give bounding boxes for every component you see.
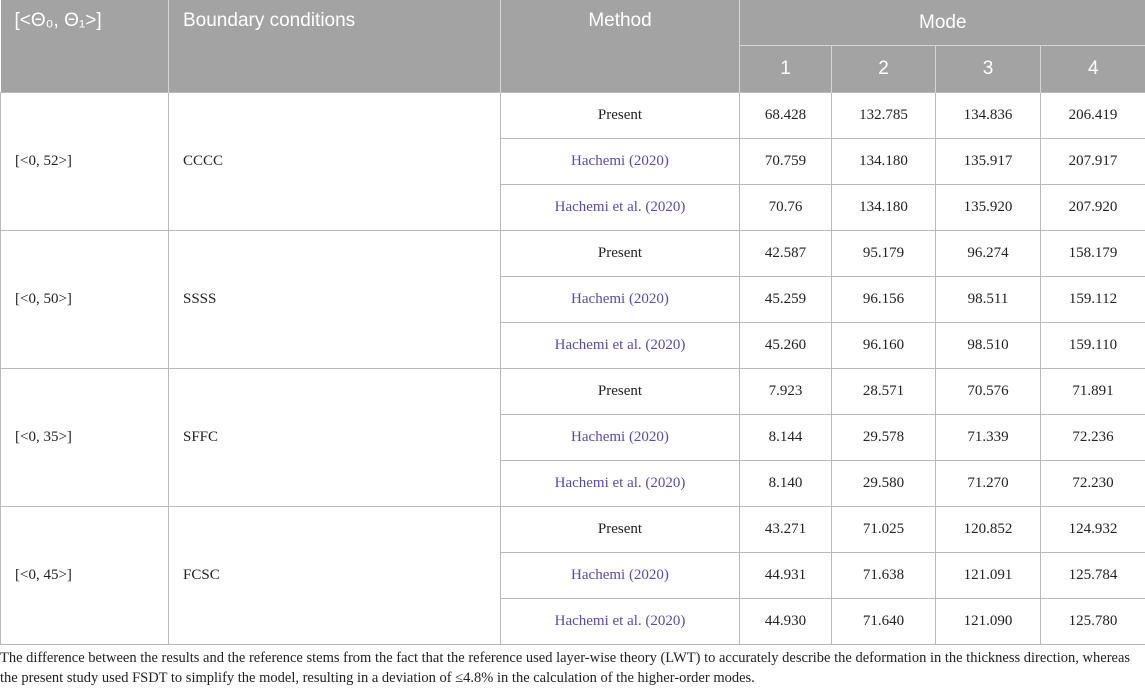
mode-3-value: 135.917 <box>935 138 1041 185</box>
mode-1-value: 44.930 <box>739 598 832 645</box>
boundary-condition-cell: CCCC <box>168 92 501 231</box>
reference-link[interactable]: Hachemi (2020) <box>500 276 740 323</box>
mode-3-value: 70.576 <box>935 368 1041 415</box>
table-row: [<0, 50>] SSSS Present 42.587 95.179 96.274 15… <box>0 230 1145 369</box>
table-row: Hachemi et al. (2020) 45.260 96.160 98.510 1… <box>1 322 1145 369</box>
method-cell: Present <box>500 92 740 139</box>
mode-4-value: 71.891 <box>1039 368 1145 415</box>
reference-link[interactable]: Hachemi (2020) <box>500 552 740 599</box>
mode-3-value: 71.339 <box>935 414 1041 461</box>
mode-3-value: 120.852 <box>935 506 1041 553</box>
table-row: Hachemi et al. (2020) 44.930 71.640 121.090… <box>1 598 1145 645</box>
mode-2-value: 132.785 <box>831 92 936 139</box>
table-header: [<Θ₀, Θ₁>] Boundary conditions Method Mo… <box>0 0 1145 93</box>
table-row: Hachemi et al. (2020) 8.140 29.580 71.270 72… <box>1 460 1145 507</box>
mode-3-value: 71.270 <box>935 460 1041 507</box>
mode-1-value: 43.271 <box>739 506 832 553</box>
mode-2-header: 2 <box>831 45 936 93</box>
reference-link[interactable]: Hachemi (2020) <box>500 414 740 461</box>
mode-3-header: 3 <box>935 45 1041 93</box>
mode-2-value: 29.580 <box>831 460 936 507</box>
mode-3-value: 121.090 <box>935 598 1041 645</box>
mode-header: Mode <box>739 0 1145 46</box>
mode-2-value: 29.578 <box>831 414 936 461</box>
table-row: Hachemi (2020) 70.759 134.180 135.917 207.91… <box>1 138 1145 185</box>
mode-4-value: 159.110 <box>1039 322 1145 369</box>
table-row: Hachemi (2020) 45.259 96.156 98.511 159.112 <box>1 276 1145 323</box>
mode-3-value: 96.274 <box>935 230 1041 277</box>
mode-1-value: 68.428 <box>739 92 832 139</box>
mode-3-value: 98.510 <box>935 322 1041 369</box>
mode-1-value: 70.76 <box>739 184 832 231</box>
method-cell: Present <box>500 506 740 553</box>
mode-2-value: 96.160 <box>831 322 936 369</box>
mode-2-value: 71.640 <box>831 598 936 645</box>
method-cell: Present <box>500 230 740 277</box>
boundary-condition-cell: FCSC <box>168 506 501 645</box>
mode-4-value: 125.784 <box>1039 552 1145 599</box>
boundary-condition-cell: SFFC <box>168 368 501 507</box>
mode-4-value: 72.230 <box>1039 460 1145 507</box>
table-body: [<0, 52>] CCCC Present 68.428 132.785 134.836… <box>0 92 1145 645</box>
angle-header: [<Θ₀, Θ₁>] <box>0 0 169 93</box>
table-row: [<0, 35>] SFFC Present 7.923 28.571 70.576 71.… <box>0 368 1145 507</box>
mode-4-value: 159.112 <box>1039 276 1145 323</box>
method-header: Method <box>500 0 740 93</box>
table-row: [<0, 52>] CCCC Present 68.428 132.785 134.836… <box>0 92 1145 231</box>
mode-4-value: 124.932 <box>1039 506 1145 553</box>
mode-4-value: 158.179 <box>1039 230 1145 277</box>
reference-link[interactable]: Hachemi et al. (2020) <box>500 184 740 231</box>
mode-3-value: 98.511 <box>935 276 1041 323</box>
reference-link[interactable]: Hachemi (2020) <box>500 138 740 185</box>
mode-3-value: 121.091 <box>935 552 1041 599</box>
boundary-condition-cell: SSSS <box>168 230 501 369</box>
table-row: Hachemi (2020) 44.931 71.638 121.091 125.784 <box>1 552 1145 599</box>
mode-1-value: 45.259 <box>739 276 832 323</box>
mode-2-value: 96.156 <box>831 276 936 323</box>
angle-cell: [<0, 35>] <box>0 368 169 507</box>
mode-4-value: 207.917 <box>1039 138 1145 185</box>
results-table: [<Θ₀, Θ₁>] Boundary conditions Method Mo… <box>0 0 1145 645</box>
angle-cell: [<0, 45>] <box>0 506 169 645</box>
mode-4-value: 72.236 <box>1039 414 1145 461</box>
mode-2-value: 95.179 <box>831 230 936 277</box>
reference-link[interactable]: Hachemi et al. (2020) <box>500 322 740 369</box>
mode-1-value: 8.140 <box>739 460 832 507</box>
mode-4-value: 207.920 <box>1039 184 1145 231</box>
mode-1-value: 42.587 <box>739 230 832 277</box>
mode-2-value: 134.180 <box>831 138 936 185</box>
table-row: Hachemi et al. (2020) 70.76 134.180 135.920… <box>1 184 1145 231</box>
mode-1-value: 44.931 <box>739 552 832 599</box>
mode-4-header: 4 <box>1040 45 1145 93</box>
angle-cell: [<0, 50>] <box>0 230 169 369</box>
mode-1-value: 45.260 <box>739 322 832 369</box>
mode-3-value: 135.920 <box>935 184 1041 231</box>
table-row: Hachemi (2020) 8.144 29.578 71.339 72.236 <box>1 414 1145 461</box>
mode-2-value: 28.571 <box>831 368 936 415</box>
mode-1-value: 7.923 <box>739 368 832 415</box>
angle-cell: [<0, 52>] <box>0 92 169 231</box>
table-footnote: The difference between the results and t… <box>0 650 1131 686</box>
mode-2-value: 71.638 <box>831 552 936 599</box>
table-row: [<0, 45>] FCSC Present 43.271 71.025 120.852 1… <box>0 506 1145 645</box>
mode-1-value: 8.144 <box>739 414 832 461</box>
mode-2-value: 134.180 <box>831 184 936 231</box>
mode-1-header: 1 <box>739 45 832 93</box>
mode-1-value: 70.759 <box>739 138 832 185</box>
reference-link[interactable]: Hachemi et al. (2020) <box>500 460 740 507</box>
mode-4-value: 125.780 <box>1039 598 1145 645</box>
mode-3-value: 134.836 <box>935 92 1041 139</box>
mode-4-value: 206.419 <box>1039 92 1145 139</box>
method-cell: Present <box>500 368 740 415</box>
reference-link[interactable]: Hachemi et al. (2020) <box>500 598 740 645</box>
mode-2-value: 71.025 <box>831 506 936 553</box>
boundary-conditions-header: Boundary conditions <box>168 0 501 93</box>
